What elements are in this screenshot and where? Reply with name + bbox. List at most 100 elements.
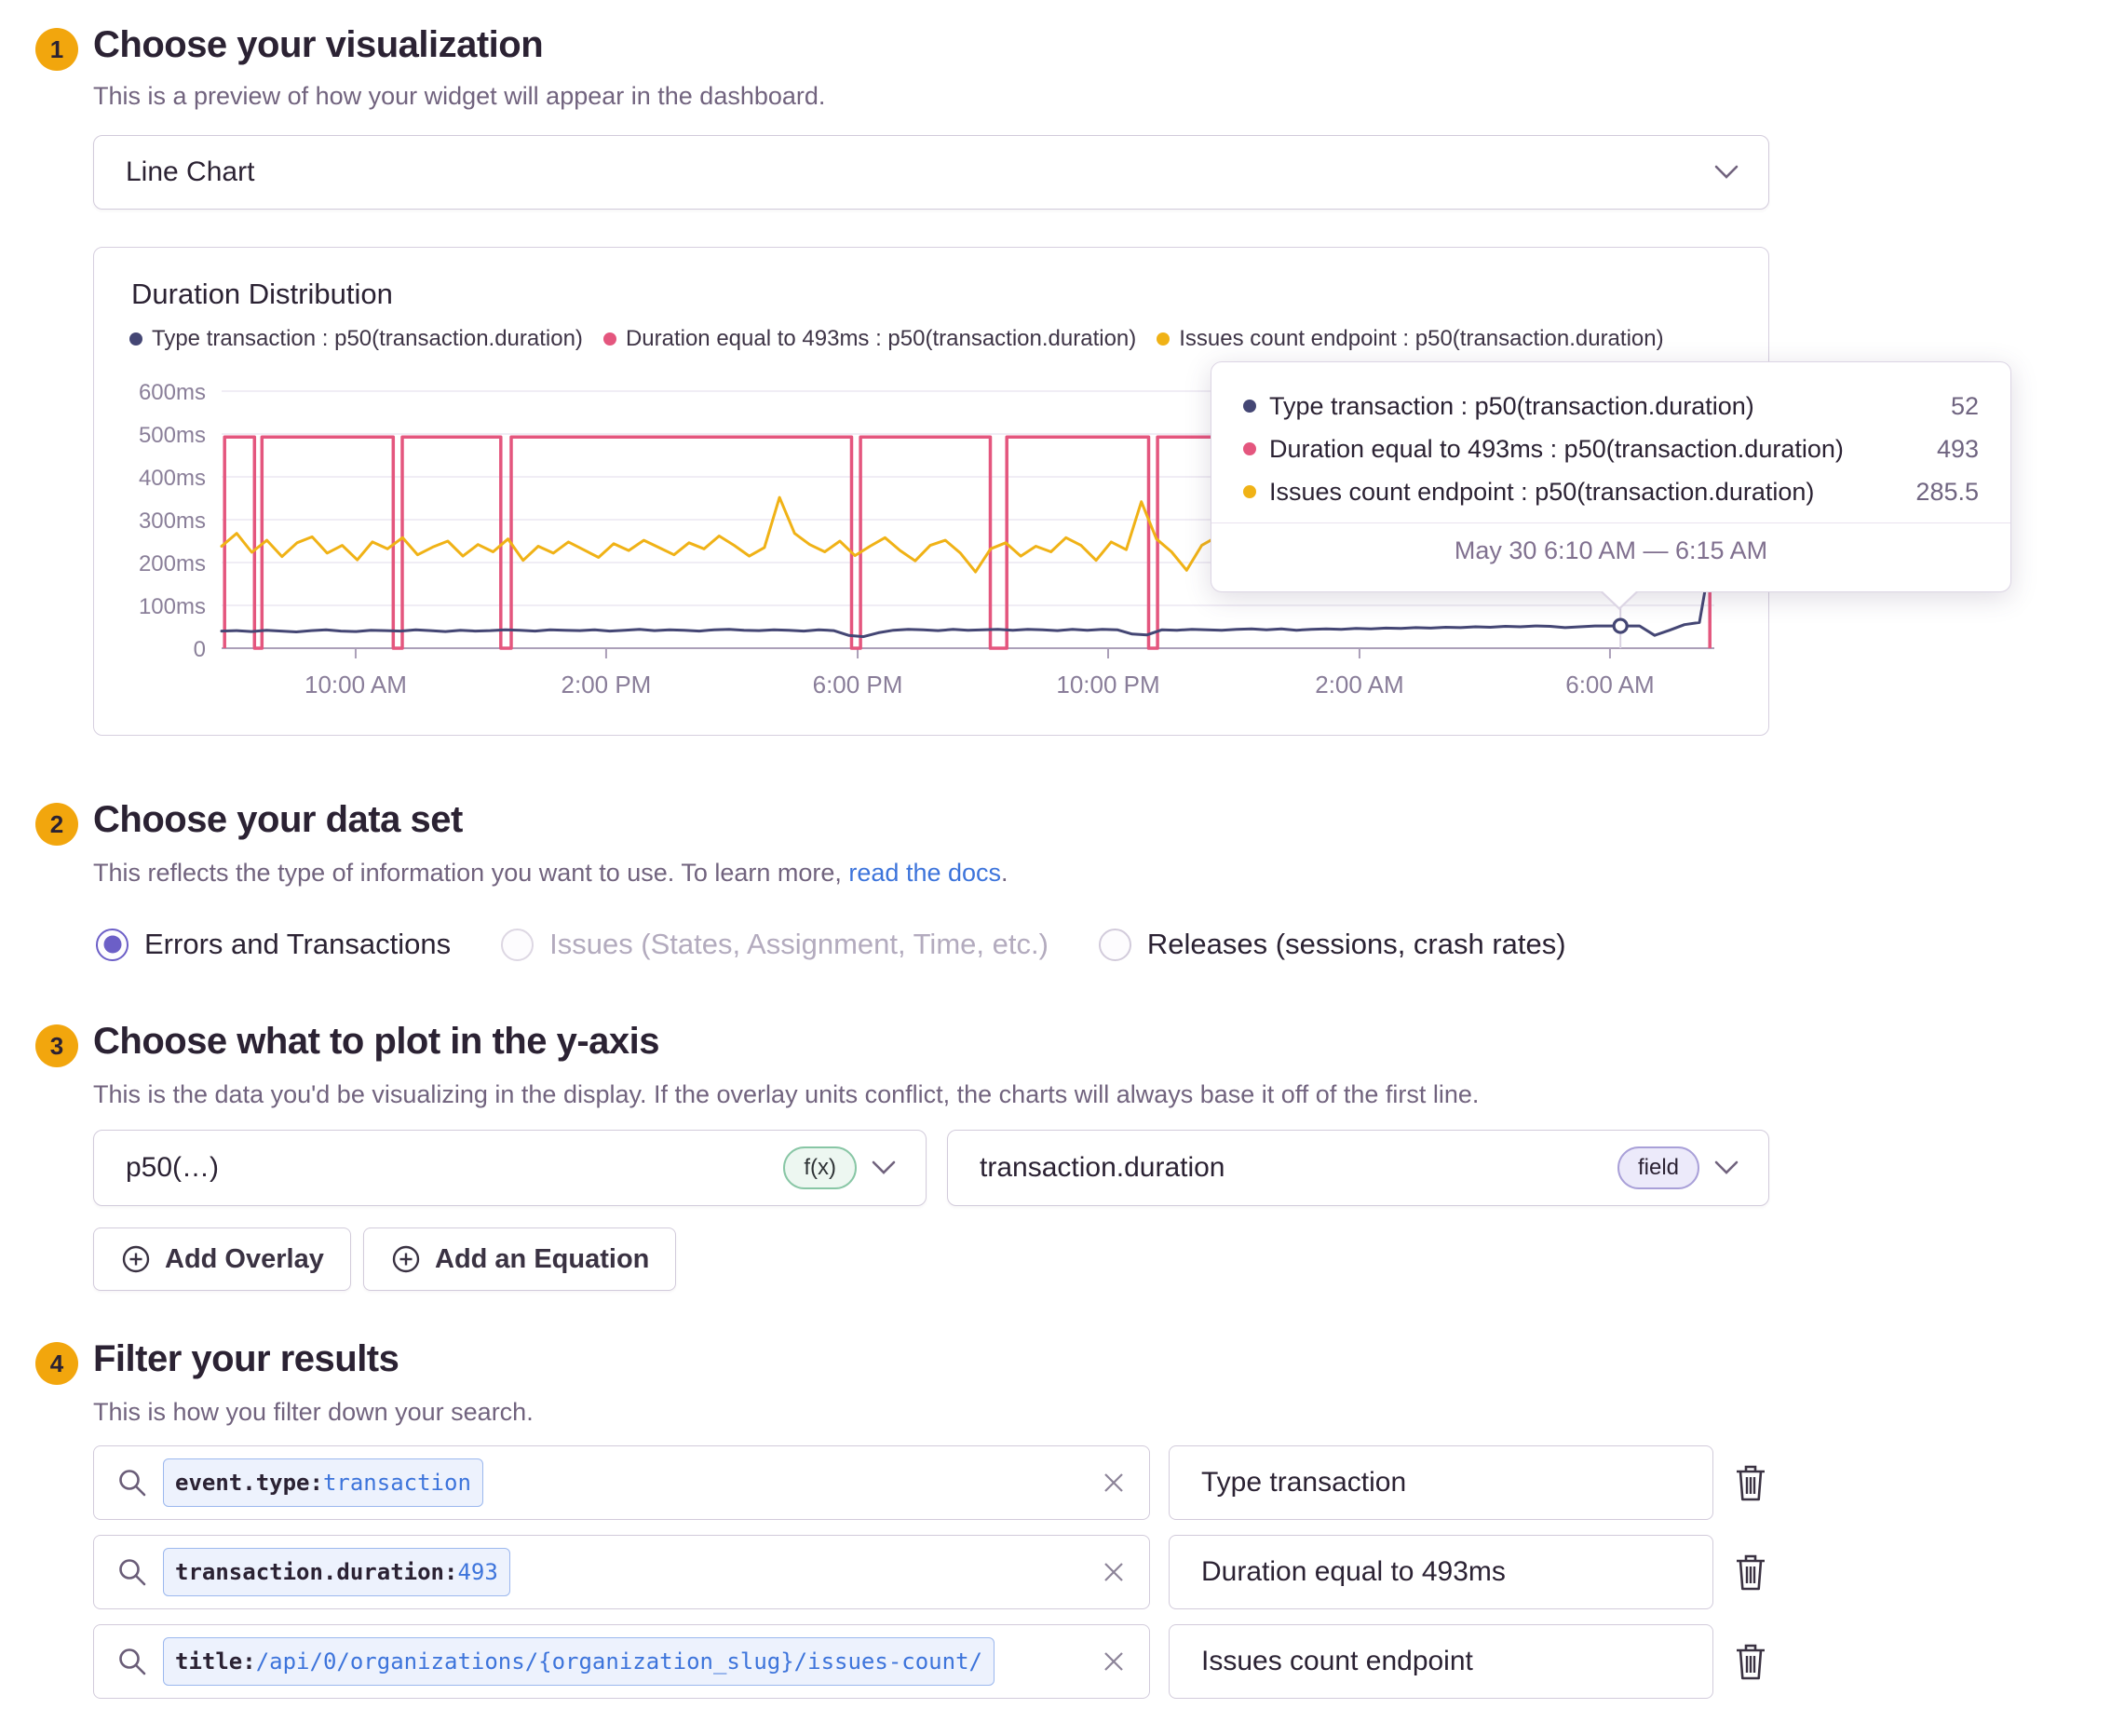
svg-text:6:00 AM: 6:00 AM	[1565, 671, 1654, 698]
filter-search-input-3[interactable]: title:/api/0/organizations/{organization…	[93, 1624, 1150, 1699]
visualization-selected-value: Line Chart	[126, 156, 255, 187]
section-title-yaxis: Choose what to plot in the y-axis	[93, 1021, 660, 1062]
yaxis-function-select[interactable]: p50(…) f(x)	[93, 1130, 927, 1206]
step-2-badge: 2	[35, 803, 78, 846]
token-key: transaction.duration:	[175, 1559, 458, 1585]
add-equation-button[interactable]: Add an Equation	[363, 1227, 677, 1291]
radio-issues[interactable]: Issues (States, Assignment, Time, etc.)	[501, 928, 1049, 961]
tooltip-series-label: Type transaction : p50(transaction.durat…	[1269, 391, 1754, 420]
legend-dot-navy	[129, 332, 142, 346]
filter-alias-input-3[interactable]: Issues count endpoint	[1169, 1624, 1713, 1699]
step-1-badge: 1	[35, 28, 78, 71]
filter-alias-input-1[interactable]: Type transaction	[1169, 1445, 1713, 1520]
tooltip-series-value: 493	[1936, 434, 1979, 463]
field-badge: field	[1617, 1146, 1699, 1189]
search-token[interactable]: transaction.duration: 493	[163, 1548, 510, 1596]
filter-search-input-2[interactable]: transaction.duration: 493	[93, 1535, 1150, 1609]
token-value: 493	[457, 1559, 498, 1585]
svg-text:100ms: 100ms	[139, 594, 206, 619]
tooltip-series-label: Issues count endpoint : p50(transaction.…	[1269, 477, 1815, 506]
section-subtitle-yaxis: This is the data you'd be visualizing in…	[93, 1080, 1480, 1108]
search-icon	[116, 1556, 148, 1588]
filter-alias-input-2[interactable]: Duration equal to 493ms	[1169, 1535, 1713, 1609]
token-key: event.type:	[175, 1470, 323, 1496]
radio-label: Releases (sessions, crash rates)	[1146, 928, 1566, 960]
legend-label: Duration equal to 493ms : p50(transactio…	[625, 326, 1137, 351]
section-subtitle-filters: This is how you filter down your search.	[93, 1398, 534, 1426]
legend-label: Type transaction : p50(transaction.durat…	[152, 326, 583, 351]
radio-label: Errors and Transactions	[144, 928, 452, 960]
subtitle-text: This reflects the type of information yo…	[93, 859, 849, 887]
radio-label: Issues (States, Assignment, Time, etc.)	[549, 928, 1049, 960]
svg-text:300ms: 300ms	[139, 509, 206, 534]
legend-item-type-transaction[interactable]: Type transaction : p50(transaction.durat…	[129, 326, 583, 352]
svg-text:200ms: 200ms	[139, 551, 206, 576]
token-value: transaction	[322, 1470, 471, 1496]
tooltip-row: Duration equal to 493ms : p50(transactio…	[1243, 427, 1979, 470]
legend-dot-pink	[602, 332, 616, 346]
alias-value: Type transaction	[1201, 1467, 1407, 1498]
step-4-badge: 4	[35, 1342, 78, 1385]
section-subtitle-dataset: This reflects the type of information yo…	[93, 859, 1008, 888]
radio-releases[interactable]: Releases (sessions, crash rates)	[1098, 928, 1566, 961]
legend-dot-yellow	[1157, 332, 1171, 346]
svg-text:2:00 PM: 2:00 PM	[562, 671, 652, 698]
tooltip-divider	[1211, 522, 2010, 523]
svg-text:0: 0	[194, 637, 206, 662]
search-token[interactable]: title:/api/0/organizations/{organization…	[163, 1637, 995, 1686]
clear-filter-icon[interactable]	[1101, 1470, 1127, 1496]
svg-text:500ms: 500ms	[139, 423, 206, 448]
chevron-down-icon	[1712, 164, 1740, 181]
section-subtitle-visualization: This is a preview of how your widget wil…	[93, 82, 826, 110]
chart-title: Duration Distribution	[131, 278, 393, 310]
svg-text:400ms: 400ms	[139, 466, 206, 491]
clear-filter-icon[interactable]	[1101, 1648, 1127, 1675]
search-icon	[116, 1467, 148, 1499]
yaxis-function-value: p50(…)	[126, 1152, 220, 1183]
yaxis-field-select[interactable]: transaction.duration field	[947, 1130, 1769, 1206]
visualization-select[interactable]: Line Chart	[93, 135, 1769, 210]
section-title-filters: Filter your results	[93, 1338, 399, 1379]
section-title-visualization: Choose your visualization	[93, 24, 544, 65]
tooltip-dot-navy	[1243, 400, 1256, 413]
chevron-down-icon	[1712, 1160, 1740, 1176]
alias-value: Duration equal to 493ms	[1201, 1556, 1506, 1587]
clear-filter-icon[interactable]	[1101, 1559, 1127, 1585]
legend-item-duration-493[interactable]: Duration equal to 493ms : p50(transactio…	[602, 326, 1137, 352]
delete-filter-button-1[interactable]	[1730, 1460, 1771, 1505]
section-title-dataset: Choose your data set	[93, 799, 463, 840]
filter-search-input-1[interactable]: event.type: transaction	[93, 1445, 1150, 1520]
legend-label: Issues count endpoint : p50(transaction.…	[1179, 326, 1664, 351]
function-badge: f(x)	[783, 1146, 857, 1189]
add-equation-label: Add an Equation	[435, 1243, 650, 1274]
add-overlay-label: Add Overlay	[165, 1243, 324, 1274]
circle-plus-icon	[390, 1243, 422, 1275]
alias-value: Issues count endpoint	[1201, 1646, 1473, 1676]
delete-filter-button-2[interactable]	[1730, 1550, 1771, 1594]
add-overlay-button[interactable]: Add Overlay	[93, 1227, 351, 1291]
radio-unselected-icon	[501, 928, 535, 961]
dataset-radio-group: Errors and Transactions Issues (States, …	[96, 928, 1566, 961]
search-icon	[116, 1646, 148, 1677]
radio-errors-and-transactions[interactable]: Errors and Transactions	[96, 928, 451, 961]
tooltip-date-range: May 30 6:10 AM — 6:15 AM	[1454, 536, 1768, 564]
tooltip-dot-yellow	[1243, 485, 1256, 498]
tooltip-series-value: 285.5	[1915, 477, 1979, 506]
search-token[interactable]: event.type: transaction	[163, 1458, 483, 1507]
tooltip-row: Issues count endpoint : p50(transaction.…	[1243, 470, 1979, 513]
tooltip-series-label: Duration equal to 493ms : p50(transactio…	[1269, 434, 1844, 463]
tooltip-dot-pink	[1243, 442, 1256, 455]
token-value: /api/0/organizations/{organization_slug}…	[255, 1648, 982, 1675]
delete-filter-button-3[interactable]	[1730, 1639, 1771, 1684]
yaxis-field-value: transaction.duration	[980, 1152, 1225, 1183]
svg-text:10:00 AM: 10:00 AM	[304, 671, 407, 698]
svg-text:6:00 PM: 6:00 PM	[813, 671, 903, 698]
chart-tooltip: Type transaction : p50(transaction.durat…	[1211, 361, 2011, 610]
svg-text:2:00 AM: 2:00 AM	[1315, 671, 1403, 698]
svg-text:10:00 PM: 10:00 PM	[1056, 671, 1159, 698]
read-the-docs-link[interactable]: read the docs	[848, 859, 1002, 887]
tooltip-series-value: 52	[1950, 391, 1979, 420]
chevron-down-icon	[870, 1160, 898, 1176]
svg-text:600ms: 600ms	[139, 380, 206, 405]
legend-item-issues-count[interactable]: Issues count endpoint : p50(transaction.…	[1157, 326, 1664, 352]
